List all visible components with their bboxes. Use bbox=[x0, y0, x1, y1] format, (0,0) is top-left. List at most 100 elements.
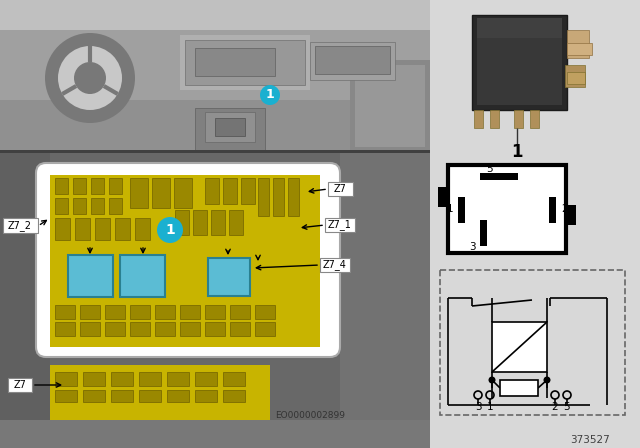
Bar bbox=[155, 305, 175, 319]
Circle shape bbox=[260, 85, 280, 105]
Bar bbox=[328, 182, 353, 196]
Bar bbox=[492, 322, 547, 372]
Bar bbox=[195, 390, 217, 402]
Circle shape bbox=[45, 33, 135, 123]
Bar bbox=[80, 305, 100, 319]
Bar bbox=[195, 108, 265, 152]
Text: 3: 3 bbox=[475, 402, 481, 412]
Text: 1: 1 bbox=[446, 204, 453, 214]
Bar bbox=[68, 255, 113, 297]
Text: 5: 5 bbox=[486, 164, 493, 174]
Bar bbox=[438, 187, 448, 207]
Bar bbox=[500, 380, 538, 396]
Bar bbox=[474, 110, 483, 128]
Bar bbox=[180, 305, 200, 319]
Bar bbox=[109, 198, 122, 214]
Text: 3: 3 bbox=[469, 242, 476, 252]
Bar bbox=[0, 153, 430, 420]
Bar bbox=[448, 165, 566, 253]
Bar bbox=[8, 378, 32, 392]
Bar bbox=[566, 205, 576, 225]
Bar bbox=[105, 305, 125, 319]
Bar bbox=[155, 322, 175, 336]
Bar bbox=[258, 178, 269, 216]
Text: 5: 5 bbox=[564, 402, 570, 412]
Bar bbox=[3, 218, 38, 233]
Bar bbox=[167, 372, 189, 386]
Text: Z7_4: Z7_4 bbox=[323, 259, 347, 271]
Text: Z7_1: Z7_1 bbox=[328, 220, 352, 230]
Circle shape bbox=[157, 217, 183, 243]
Bar bbox=[0, 150, 430, 153]
Bar bbox=[340, 153, 430, 420]
Bar bbox=[211, 210, 225, 235]
Bar bbox=[195, 48, 275, 76]
Bar bbox=[91, 198, 104, 214]
Bar bbox=[50, 365, 270, 420]
Bar bbox=[180, 322, 200, 336]
Text: 1: 1 bbox=[486, 402, 493, 412]
Bar bbox=[315, 46, 390, 74]
Bar bbox=[167, 390, 189, 402]
Bar bbox=[109, 178, 122, 194]
Bar bbox=[135, 218, 150, 240]
Bar bbox=[0, 153, 50, 420]
Bar bbox=[95, 218, 110, 240]
Bar bbox=[193, 210, 207, 235]
Bar bbox=[480, 220, 487, 246]
Bar bbox=[350, 60, 430, 152]
Bar bbox=[55, 178, 68, 194]
Bar bbox=[115, 218, 130, 240]
Bar bbox=[288, 178, 299, 216]
Bar bbox=[120, 255, 165, 297]
Bar bbox=[255, 322, 275, 336]
Bar bbox=[355, 65, 425, 147]
Circle shape bbox=[488, 376, 495, 383]
Bar bbox=[477, 18, 562, 105]
Circle shape bbox=[58, 46, 122, 110]
Bar bbox=[80, 322, 100, 336]
Bar bbox=[255, 305, 275, 319]
Bar bbox=[139, 372, 161, 386]
Bar bbox=[229, 210, 243, 235]
Bar bbox=[55, 390, 77, 402]
Bar bbox=[565, 65, 585, 87]
Bar bbox=[0, 0, 430, 448]
Bar bbox=[50, 175, 320, 347]
Text: 1: 1 bbox=[266, 89, 275, 102]
Bar bbox=[320, 258, 350, 272]
Bar bbox=[223, 178, 237, 204]
Bar bbox=[490, 110, 499, 128]
Bar bbox=[152, 178, 170, 208]
Bar bbox=[230, 305, 250, 319]
Bar bbox=[91, 178, 104, 194]
Bar bbox=[205, 178, 219, 204]
Bar bbox=[55, 322, 75, 336]
Bar bbox=[430, 0, 640, 448]
Bar bbox=[55, 218, 70, 240]
Bar bbox=[215, 118, 245, 136]
Bar bbox=[0, 100, 430, 152]
Bar bbox=[310, 42, 395, 80]
Text: Z7: Z7 bbox=[13, 380, 26, 390]
Bar bbox=[175, 210, 189, 235]
Bar bbox=[567, 43, 592, 55]
Bar bbox=[325, 218, 355, 232]
Bar bbox=[105, 322, 125, 336]
Bar bbox=[83, 390, 105, 402]
Text: 1: 1 bbox=[511, 143, 523, 161]
Text: EO0000002899: EO0000002899 bbox=[275, 410, 345, 419]
Bar bbox=[0, 30, 430, 110]
Bar bbox=[185, 40, 305, 85]
Bar bbox=[174, 178, 192, 208]
Bar bbox=[130, 322, 150, 336]
Bar bbox=[130, 305, 150, 319]
Bar bbox=[480, 173, 518, 180]
Text: 2: 2 bbox=[561, 204, 568, 214]
Bar bbox=[111, 390, 133, 402]
Bar bbox=[549, 197, 556, 223]
Bar bbox=[440, 270, 625, 415]
Text: Z7_2: Z7_2 bbox=[8, 220, 32, 232]
Bar bbox=[530, 110, 539, 128]
Bar bbox=[75, 218, 90, 240]
